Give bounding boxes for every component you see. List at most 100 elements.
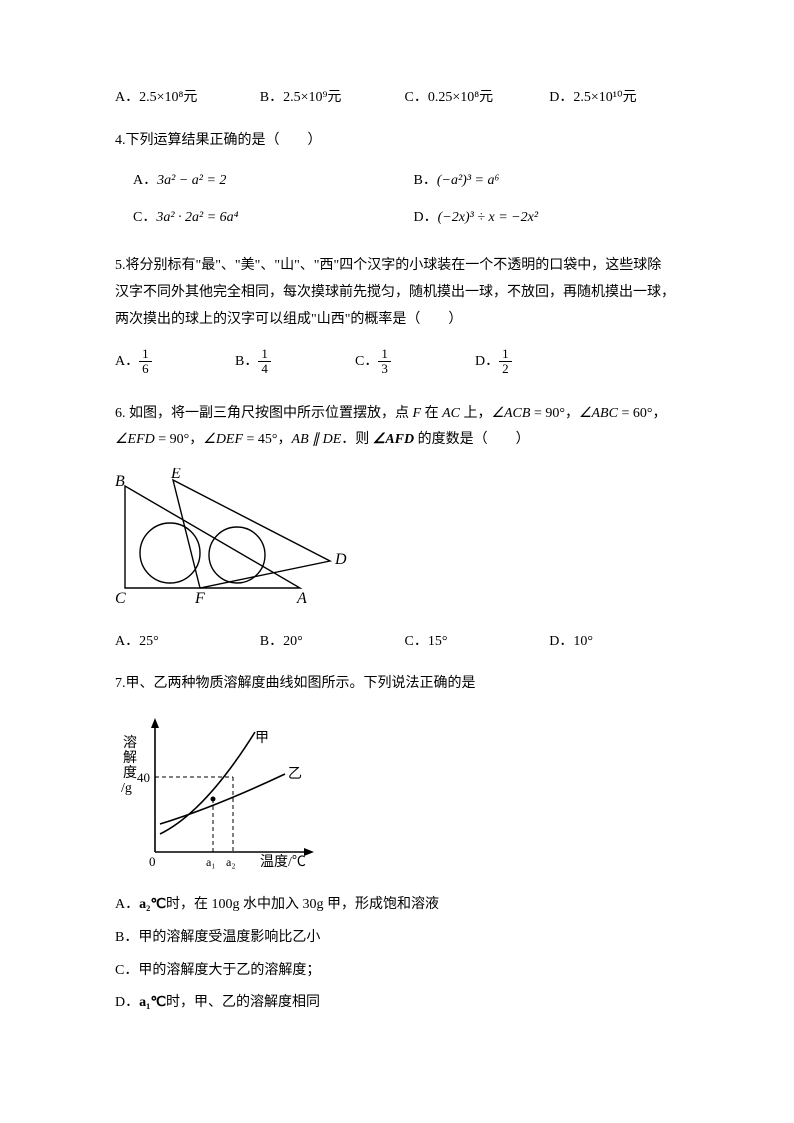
q7-stem-text: 7.甲、乙两种物质溶解度曲线如图所示。下列说法正确的是 (115, 676, 476, 691)
q6-c-text: C．15° (405, 634, 448, 649)
q6-s2b: = 45°， (243, 432, 292, 447)
q6-stem-line2: ∠EFD = 90°，∠DEF = 45°，AB ∥ DE．则 ∠AFD 的度数… (115, 427, 694, 454)
q6-label-B: B (115, 473, 125, 490)
q7-xa1: a₁ (206, 855, 216, 869)
q6-s2c: ．则 (341, 432, 373, 447)
q6-angACB: ∠ACB (491, 406, 530, 421)
q5-d-den: 2 (499, 362, 512, 376)
q5-opt-b: B．14 (235, 347, 325, 377)
q6-s2a: = 90°， (155, 432, 204, 447)
q3-opt-b: B．2.5×10⁹元 (260, 85, 405, 112)
q3-opt-d: D．2.5×10¹⁰元 (549, 85, 694, 112)
q5-options: A．16 B．14 C．13 D．12 (115, 347, 694, 377)
q5-b-den: 4 (258, 362, 271, 376)
q7-jia: 甲 (255, 731, 269, 746)
q7-yl1: 溶 (123, 735, 137, 751)
q7-figure: 溶 解 度 /g 40 甲 乙 0 a₁ a₂ 温度/℃ (115, 712, 694, 883)
q4-c-math: 3a² · 2a² = 6a⁴ (156, 210, 238, 225)
q5-stem-line3: 两次摸出的球上的汉字可以组成"山西"的概率是（ ） (115, 307, 694, 334)
q5-c-num: 1 (378, 347, 391, 362)
q7-stem: 7.甲、乙两种物质溶解度曲线如图所示。下列说法正确的是 (115, 671, 694, 698)
q6-angEFD: ∠EFD (115, 432, 155, 447)
q5-c-pre: C． (355, 354, 378, 369)
q7-c-pre: C． (115, 963, 138, 978)
q5-stem-line2: 汉字不同外其他完全相同，每次摸球前先搅匀，随机摸出一球，不放回，再随机摸出一球， (115, 280, 694, 307)
q7-yl3: 度 (123, 765, 137, 781)
q7-a-pre: A． (115, 897, 139, 912)
q6-s1d: = 90°， (530, 406, 579, 421)
q5-b-pre: B． (235, 354, 258, 369)
q7-a-post: 时，在 100g 水中加入 30g 甲，形成饱和溶液 (166, 897, 439, 912)
q7-opt-a: A．a₂℃时，在 100g 水中加入 30g 甲，形成饱和溶液 (115, 892, 694, 919)
q5-c-den: 3 (378, 362, 391, 376)
q6-svg: B E C F A D (115, 468, 355, 608)
q7-opt-c: C．甲的溶解度大于乙的溶解度； (115, 958, 694, 985)
q6-s1e: = 60°， (618, 406, 667, 421)
q4-b-pre: B． (414, 173, 437, 188)
q3-opt-d-text: D．2.5×10¹⁰元 (549, 90, 636, 105)
q6-a-text: A．25° (115, 634, 159, 649)
q5-stem-line1: 5.将分别标有"最"、"美"、"山"、"西"四个汉字的小球装在一个不透明的口袋中… (115, 253, 694, 280)
q7-opt-b: B．甲的溶解度受温度影响比乙小 (115, 925, 694, 952)
q7-yl2: 解 (123, 750, 137, 766)
q6-d-text: D．10° (549, 634, 593, 649)
q6-angAFD: ∠AFD (373, 432, 414, 447)
q4-d-math: (−2x)³ ÷ x = −2x² (438, 210, 538, 225)
q5-d-num: 1 (499, 347, 512, 362)
q5-stem: 5.将分别标有"最"、"美"、"山"、"西"四个汉字的小球装在一个不透明的口袋中… (115, 253, 694, 333)
q4-b-math: (−a²)³ = a⁶ (437, 173, 499, 188)
q7-d-bold: a₁℃ (139, 995, 166, 1010)
q4-opt-c: C．3a² · 2a² = 6a⁴ (133, 205, 414, 232)
q7-xlabel: 温度/℃ (260, 854, 306, 870)
q6-label-D: D (334, 551, 347, 568)
q7-b-text: 甲的溶解度受温度影响比乙小 (138, 930, 320, 945)
q6-b-text: B．20° (260, 634, 303, 649)
q4-a-math: 3a² − a² = 2 (157, 173, 226, 188)
q4-options: A．3a² − a² = 2 B．(−a²)³ = a⁶ C．3a² · 2a²… (133, 168, 694, 241)
q6-s1a: 6. 如图，将一副三角尺按图中所示位置摆放，点 (115, 406, 413, 421)
q6-ABpDE: AB ∥ DE (292, 432, 342, 447)
q7-y40: 40 (137, 770, 150, 785)
q4-opt-d: D．(−2x)³ ÷ x = −2x² (414, 205, 695, 232)
q7-d-post: 时，甲、乙的溶解度相同 (166, 995, 320, 1010)
q6-AC: AC (442, 406, 460, 421)
q6-options: A．25° B．20° C．15° D．10° (115, 629, 694, 656)
q7-a-bold: a₂℃ (139, 897, 166, 912)
q6-label-C: C (115, 590, 126, 607)
q3-options: A．2.5×10⁸元 B．2.5×10⁹元 C．0.25×10⁸元 D．2.5×… (115, 85, 694, 112)
q6-stem: 6. 如图，将一副三角尺按图中所示位置摆放，点 F 在 AC 上，∠ACB = … (115, 401, 694, 454)
q4-a-pre: A． (133, 173, 157, 188)
q6-angABC: ∠ABC (579, 406, 618, 421)
q6-s1c: 上， (460, 406, 492, 421)
q6-opt-d: D．10° (549, 629, 694, 656)
q5-opt-a: A．16 (115, 347, 205, 377)
q6-F: F (413, 406, 422, 421)
q4-stem-text: 4.下列运算结果正确的是（ ） (115, 133, 322, 148)
q7-yi: 乙 (288, 766, 302, 782)
q6-stem-line1: 6. 如图，将一副三角尺按图中所示位置摆放，点 F 在 AC 上，∠ACB = … (115, 401, 694, 428)
q6-opt-c: C．15° (405, 629, 550, 656)
q4-stem: 4.下列运算结果正确的是（ ） (115, 128, 694, 155)
q7-c-text: 甲的溶解度大于乙的溶解度； (138, 963, 320, 978)
q5-a-pre: A． (115, 354, 139, 369)
q4-opt-b: B．(−a²)³ = a⁶ (414, 168, 695, 195)
q6-s2d: 的度数是（ ） (414, 432, 530, 447)
q3-opt-c: C．0.25×10⁸元 (405, 85, 550, 112)
q4-d-pre: D． (414, 210, 438, 225)
q6-opt-a: A．25° (115, 629, 260, 656)
q7-b-pre: B． (115, 930, 138, 945)
q7-xa2: a₂ (226, 855, 236, 869)
q6-label-F: F (194, 590, 205, 607)
q4-opt-a: A．3a² − a² = 2 (133, 168, 414, 195)
q5-a-den: 6 (139, 362, 152, 376)
q5-opt-c: C．13 (355, 347, 445, 377)
q4-c-pre: C． (133, 210, 156, 225)
q6-s1b: 在 (421, 406, 442, 421)
q7-yl4: /g (121, 781, 132, 796)
q7-d-pre: D． (115, 995, 139, 1010)
q7-svg: 溶 解 度 /g 40 甲 乙 0 a₁ a₂ 温度/℃ (115, 712, 325, 872)
q6-label-E: E (170, 468, 181, 482)
q5-opt-d: D．12 (475, 347, 565, 377)
q5-d-pre: D． (475, 354, 499, 369)
q6-opt-b: B．20° (260, 629, 405, 656)
